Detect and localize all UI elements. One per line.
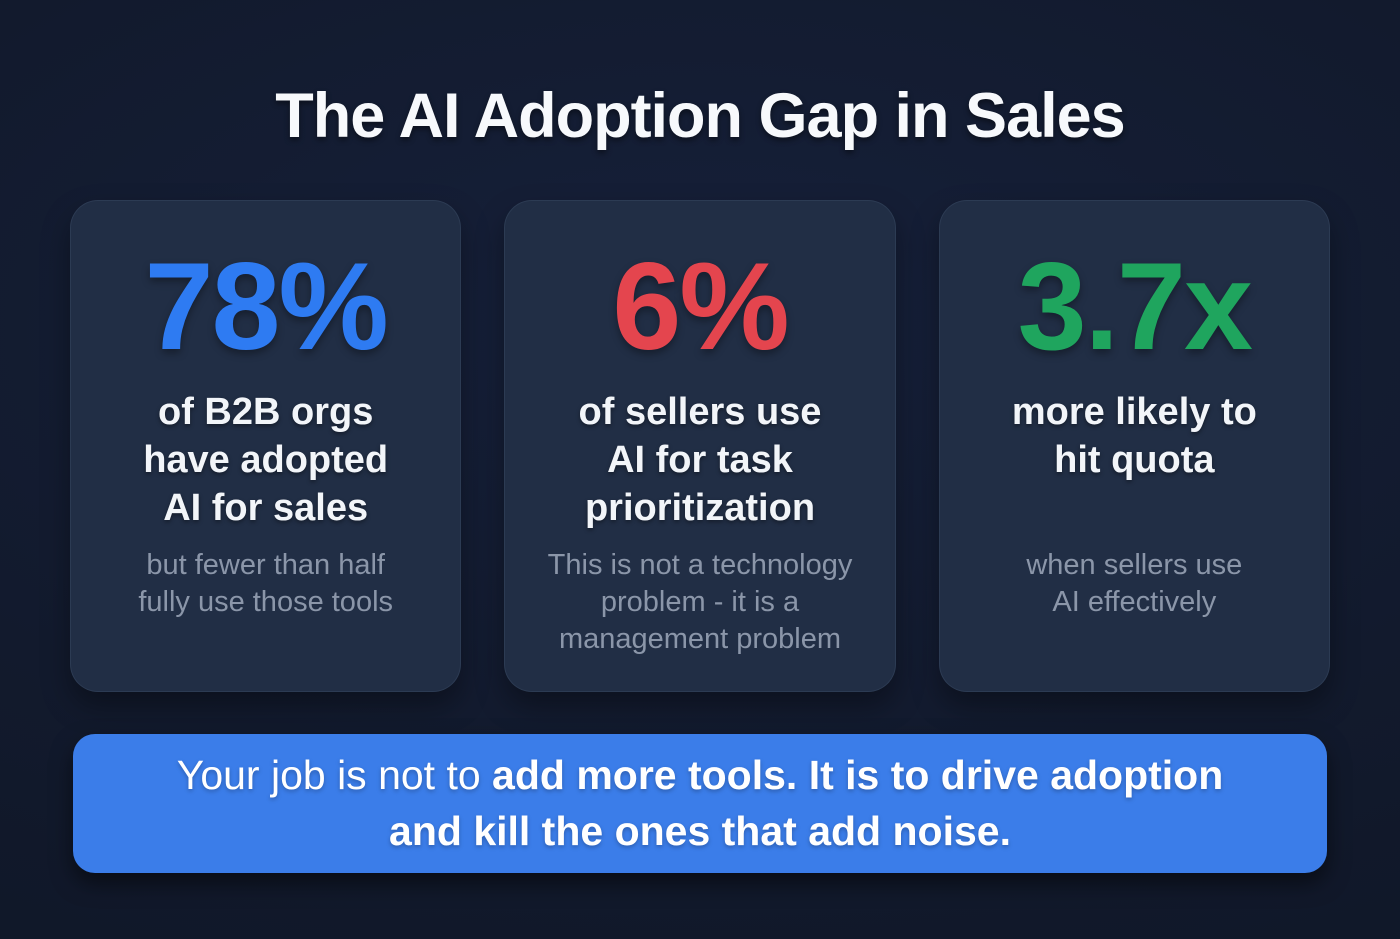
stat-cards-row: 78% of B2B orgs have adopted AI for sale…: [70, 200, 1330, 692]
stat-card-usage: 6% of sellers use AI for task prioritiza…: [504, 200, 896, 692]
takeaway-text-emphasis: add more tools. It is to drive adoption …: [389, 752, 1224, 854]
stat-value-quota: 3.7x: [1017, 238, 1253, 376]
stat-heading-quota: more likely to hit quota: [1011, 391, 1257, 481]
stat-subtext-adoption: but fewer than half fully use those tool…: [138, 549, 394, 618]
stat-card-adoption: 78% of B2B orgs have adopted AI for sale…: [70, 200, 462, 692]
takeaway-text: Your job is not to add more tools. It is…: [170, 748, 1230, 859]
takeaway-text-lead: Your job is not to: [176, 752, 493, 799]
stat-value-usage: 6%: [612, 238, 789, 376]
stat-heading-usage: of sellers use AI for task prioritizatio…: [578, 391, 822, 529]
stat-subtext-quota: when sellers use AI effectively: [1026, 549, 1243, 618]
stat-subtext-usage: This is not a technology problem - it is…: [547, 549, 853, 655]
stat-heading-adoption: of B2B orgs have adopted AI for sales: [143, 391, 389, 529]
stat-card-quota: 3.7x more likely to hit quota when selle…: [938, 200, 1330, 692]
page-title: The AI Adoption Gap in Sales: [275, 81, 1125, 151]
stat-value-adoption: 78%: [144, 238, 389, 376]
takeaway-banner: Your job is not to add more tools. It is…: [73, 734, 1327, 873]
